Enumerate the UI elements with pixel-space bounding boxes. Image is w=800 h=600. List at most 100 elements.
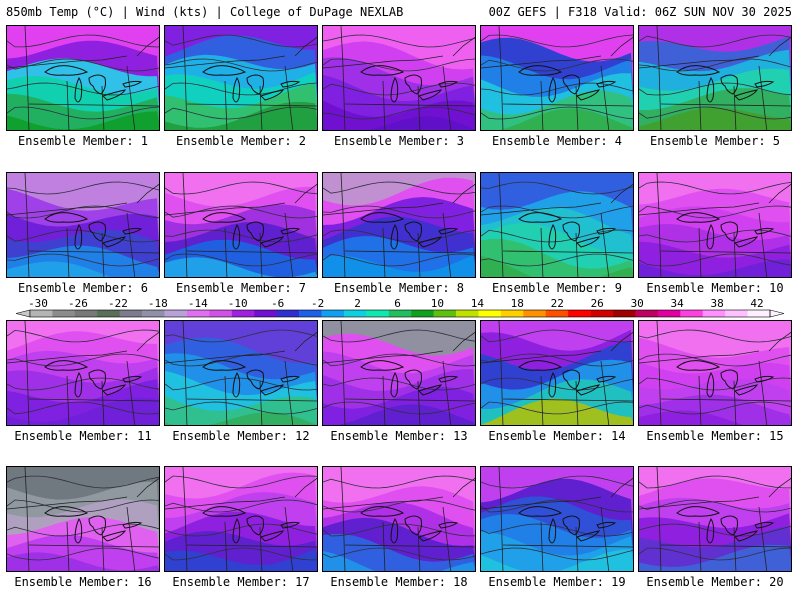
great-lake-outline [706, 372, 715, 398]
great-lake-outline [246, 221, 264, 242]
great-lake-outline [280, 521, 301, 529]
great-lake-outline [518, 65, 563, 76]
ensemble-member-label: Ensemble Member: 16 [14, 575, 152, 589]
state-border [758, 506, 768, 571]
colorbar-tick-label: -30 [28, 297, 48, 310]
great-lake-outline [596, 375, 617, 383]
temperature-band [639, 107, 791, 130]
state-border [224, 80, 228, 130]
temperature-band [7, 397, 159, 425]
great-lake-outline [676, 65, 721, 76]
state-border [442, 360, 452, 425]
temperature-band [639, 259, 791, 277]
isotherm-contour [481, 181, 633, 195]
colorbar-swatch [74, 310, 98, 317]
colorbar-tick-label: -14 [187, 297, 208, 310]
colorbar-tick-label: -2 [310, 297, 325, 310]
great-lake-outline [74, 372, 83, 398]
great-lake-outline [404, 369, 422, 390]
state-border [101, 526, 105, 571]
state-border [382, 80, 386, 130]
isotherm-contour [639, 253, 791, 267]
isotherm-contour [323, 82, 475, 96]
great-lake-outline [404, 74, 422, 95]
isotherm-contour [481, 401, 633, 415]
colorbar-tick-label: 2 [354, 297, 361, 310]
great-lake-outline [74, 224, 83, 250]
ensemble-map-panel [164, 320, 318, 426]
isotherm-contour [323, 205, 475, 219]
state-border [182, 173, 188, 277]
great-lake-outline [548, 372, 557, 398]
state-border [28, 103, 159, 107]
great-lake-outline [122, 227, 143, 235]
ensemble-map-panel [638, 25, 792, 131]
ensemble-map-panel [638, 466, 792, 572]
state-border [101, 85, 105, 130]
great-lake-outline [74, 77, 83, 103]
state-border [575, 85, 579, 130]
temperature-band [639, 410, 744, 425]
great-lake-outline [246, 515, 264, 536]
state-border [639, 350, 760, 364]
colorbar-tick-label: -6 [271, 297, 285, 310]
state-border [481, 55, 602, 69]
ensemble-member-label: Ensemble Member: 13 [330, 429, 468, 443]
great-lake-outline [576, 236, 601, 248]
great-lake-outline [232, 224, 241, 250]
state-border [698, 375, 702, 425]
great-lake-outline [734, 236, 759, 248]
isotherm-contour [165, 329, 317, 343]
state-border [498, 26, 504, 130]
ensemble-map-panel [480, 172, 634, 278]
isotherm-contour [7, 329, 159, 343]
great-lake-outline [246, 74, 264, 95]
great-lake-outline [720, 221, 738, 242]
state-border [340, 26, 346, 130]
isotherm-contour [7, 205, 159, 219]
colorbar-swatch [411, 310, 434, 317]
state-border [639, 496, 760, 510]
state-border [259, 232, 263, 277]
state-border [28, 398, 159, 402]
colorbar-tick-label: 34 [670, 297, 684, 310]
isotherm-contour [323, 58, 475, 72]
state-border [182, 26, 188, 130]
isotherm-contour [639, 229, 791, 243]
great-lake-outline [676, 212, 721, 223]
colorbar-swatch [52, 310, 76, 317]
state-border [66, 375, 70, 425]
isotherm-contour [7, 401, 159, 415]
colorbar-tick-label: -22 [107, 297, 128, 310]
state-border [758, 65, 768, 130]
state-border [498, 321, 504, 425]
state-border [340, 321, 346, 425]
isotherm-contour [323, 253, 475, 267]
isotherm-contour [639, 329, 791, 343]
great-lake-outline [260, 530, 285, 542]
great-lake-outline [390, 518, 399, 544]
state-border [382, 227, 386, 277]
ensemble-map-panel [322, 466, 476, 572]
state-border [768, 36, 791, 57]
state-border [7, 55, 128, 69]
great-lake-outline [360, 212, 405, 223]
colorbar-swatch [30, 310, 53, 317]
state-border [660, 250, 791, 254]
state-border [768, 477, 791, 498]
colorbar-tick-label: 30 [630, 297, 644, 310]
state-border [575, 232, 579, 277]
isotherm-contour [165, 58, 317, 72]
temperature-band [323, 550, 475, 571]
ensemble-map [481, 467, 633, 571]
isotherm-contour [323, 106, 475, 120]
isotherm-contour [639, 499, 791, 513]
isotherm-contour [323, 475, 475, 489]
great-lake-outline [438, 375, 459, 383]
colorbar-graphic [15, 309, 785, 318]
state-border [340, 173, 346, 277]
great-lake-outline [122, 80, 143, 88]
ensemble-map [323, 321, 475, 425]
ensemble-member-label: Ensemble Member: 8 [333, 281, 465, 295]
great-lake-outline [720, 74, 738, 95]
